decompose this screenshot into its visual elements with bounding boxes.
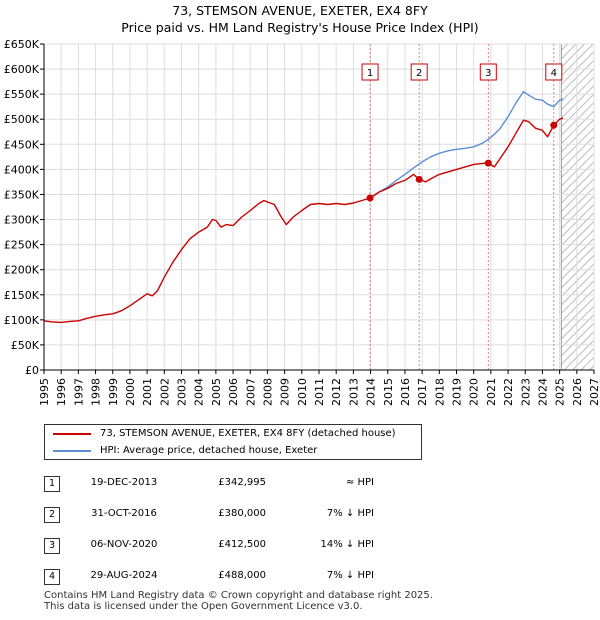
x-tick-label: 1998 — [90, 378, 103, 406]
y-tick-label: £100K — [4, 314, 40, 327]
x-tick-label: 2015 — [382, 378, 395, 406]
footer-attribution: Contains HM Land Registry data © Crown c… — [44, 590, 433, 612]
x-tick-label: 2000 — [124, 378, 137, 406]
transaction-point — [484, 159, 492, 167]
transaction-point — [550, 121, 558, 129]
transaction-date: 29-AUG-2024 — [90, 570, 158, 581]
x-tick-label: 1997 — [72, 378, 85, 406]
x-tick-label: 2007 — [244, 378, 257, 406]
transaction-price: £380,000 — [218, 508, 266, 519]
transaction-hpi-comparison: ≈ HPI — [345, 477, 374, 488]
y-tick-label: £350K — [4, 188, 40, 201]
x-tick-label: 2022 — [502, 378, 515, 406]
transaction-label-number: 1 — [367, 68, 373, 79]
x-tick-label: 2003 — [176, 378, 189, 406]
x-tick-label: 1996 — [55, 378, 68, 406]
x-tick-label: 2017 — [416, 378, 429, 406]
y-tick-label: £50K — [11, 339, 40, 352]
x-tick-label: 2011 — [313, 378, 326, 406]
x-tick-label: 2006 — [227, 378, 240, 406]
transaction-point — [415, 175, 423, 183]
chart-title: 73, STEMSON AVENUE, EXETER, EX4 8FY — [172, 3, 428, 18]
table-row: 2 31-OCT-2016 £380,000 7% ↓ HPI — [44, 504, 384, 526]
x-tick-label: 2021 — [485, 378, 498, 406]
transaction-marker-label: 3 — [44, 538, 60, 554]
table-row: 3 06-NOV-2020 £412,500 14% ↓ HPI — [44, 535, 384, 557]
legend-label-property: 73, STEMSON AVENUE, EXETER, EX4 8FY (det… — [100, 428, 396, 439]
x-tick-label: 2002 — [158, 378, 171, 406]
x-tick-label: 2026 — [571, 378, 584, 406]
x-tick-label: 2023 — [519, 378, 532, 406]
transaction-date: 06-NOV-2020 — [90, 539, 158, 550]
legend: 73, STEMSON AVENUE, EXETER, EX4 8FY (det… — [44, 424, 422, 460]
transaction-label-box — [545, 63, 563, 81]
transaction-date: 31-OCT-2016 — [91, 508, 157, 519]
x-tick-label: 2012 — [330, 378, 343, 406]
transaction-price: £488,000 — [218, 570, 266, 581]
x-tick-label: 2019 — [451, 378, 464, 406]
footer-licence: This data is licensed under the Open Gov… — [44, 601, 363, 612]
transaction-price: £412,500 — [218, 539, 266, 550]
transaction-price: £342,995 — [218, 477, 266, 488]
transaction-hpi-comparison: 7% ↓ HPI — [326, 570, 374, 581]
transaction-hpi-comparison: 7% ↓ HPI — [326, 508, 374, 519]
legend-swatch-hpi — [53, 450, 91, 452]
transaction-label-box — [479, 63, 497, 81]
y-tick-label: £600K — [4, 63, 40, 76]
x-tick-label: 2010 — [296, 378, 309, 406]
x-tick-label: 2020 — [468, 378, 481, 406]
x-tick-label: 2024 — [536, 378, 549, 406]
transaction-date: 19-DEC-2013 — [90, 477, 158, 488]
x-tick-label: 2013 — [347, 378, 360, 406]
y-tick-label: £0 — [25, 364, 39, 377]
table-row: 1 19-DEC-2013 £342,995 ≈ HPI — [44, 473, 384, 495]
footer-copyright: Contains HM Land Registry data © Crown c… — [44, 590, 433, 601]
x-tick-label: 2027 — [588, 378, 600, 406]
x-tick-label: 2025 — [554, 378, 567, 406]
y-tick-label: £500K — [4, 113, 40, 126]
x-tick-label: 2004 — [193, 378, 206, 406]
x-tick-label: 2009 — [279, 378, 292, 406]
transaction-marker-label: 4 — [44, 569, 60, 585]
table-row: 4 29-AUG-2024 £488,000 7% ↓ HPI — [44, 566, 384, 588]
hpi-series-line — [369, 90, 564, 199]
transaction-label-number: 2 — [416, 68, 422, 79]
x-tick-label: 1995 — [38, 378, 51, 406]
transaction-marker-label: 1 — [44, 476, 60, 492]
transaction-marker-label: 2 — [44, 507, 60, 523]
x-tick-label: 2014 — [365, 378, 378, 406]
y-tick-label: £250K — [4, 239, 40, 252]
y-tick-label: £200K — [4, 264, 40, 277]
legend-label-hpi: HPI: Average price, detached house, Exet… — [100, 445, 318, 456]
x-tick-label: 2016 — [399, 378, 412, 406]
y-tick-label: £450K — [4, 138, 40, 151]
x-tick-label: 2018 — [433, 378, 446, 406]
price-chart: 1 2 3 4 1995 1996 1997 1998 1999 2000 2001 2002 2003… — [4, 38, 600, 406]
y-tick-label: £300K — [4, 214, 40, 227]
x-tick-label: 2001 — [141, 378, 154, 406]
x-tick-label: 2005 — [210, 378, 223, 406]
transaction-label-number: 4 — [551, 68, 557, 79]
transaction-hpi-comparison: 14% ↓ HPI — [320, 539, 374, 550]
y-tick-label: £550K — [4, 88, 40, 101]
x-tick-label: 2008 — [261, 378, 274, 406]
y-tick-label: £650K — [4, 38, 40, 51]
transaction-label-box — [361, 63, 379, 81]
transaction-label-box — [410, 63, 428, 81]
transaction-label-number: 3 — [485, 68, 491, 79]
chart-title-block: 73, STEMSON AVENUE, EXETER, EX4 8FY Pric… — [0, 2, 600, 36]
y-tick-label: £150K — [4, 289, 40, 302]
chart-subtitle: Price paid vs. HM Land Registry's House … — [121, 20, 479, 35]
legend-swatch-property — [53, 433, 91, 435]
transaction-point — [366, 194, 374, 202]
x-tick-label: 1999 — [107, 378, 120, 406]
forecast-region — [561, 44, 594, 370]
y-tick-label: £400K — [4, 163, 40, 176]
